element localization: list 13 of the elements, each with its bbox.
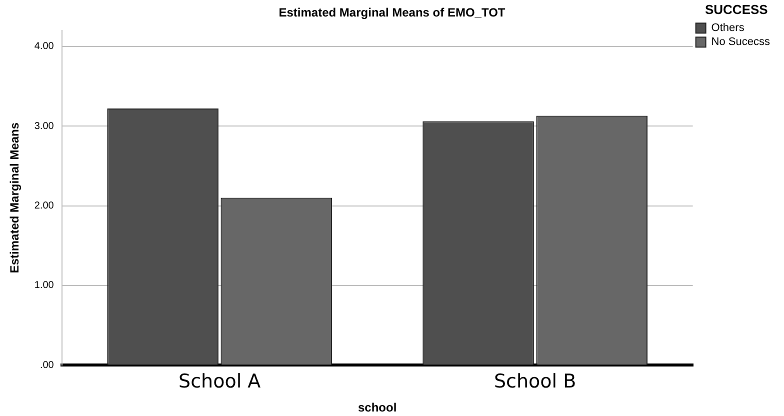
y-axis-title: Estimated Marginal Means	[8, 122, 22, 274]
y-tick-label: 2.00	[34, 200, 54, 212]
chart-title: Estimated Marginal Means of EMO_TOT	[278, 6, 506, 20]
y-tick-label: 1.00	[34, 280, 54, 292]
x-tick-label: School A	[178, 370, 261, 393]
legend-label: Others	[711, 22, 745, 34]
x-axis-title: school	[358, 400, 397, 414]
legend-label: No Sucecss	[711, 36, 770, 48]
y-tick-label: 3.00	[34, 120, 54, 132]
legend-title: SUCCESS	[704, 2, 768, 18]
y-tick-label: 4.00	[34, 41, 54, 52]
x-tick-label: School B	[494, 370, 576, 393]
y-tick-label: .00	[40, 360, 54, 371]
